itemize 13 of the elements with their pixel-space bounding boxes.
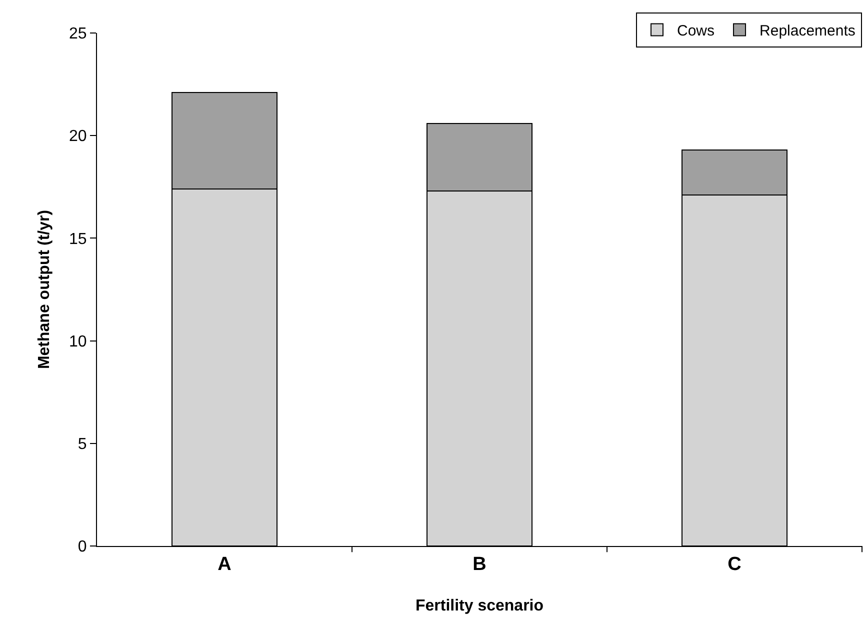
x-tick-label: C [728, 554, 742, 575]
y-tick-label: 15 [69, 230, 87, 248]
y-tick-label: 5 [78, 436, 87, 453]
y-tick-label: 20 [69, 128, 87, 146]
legend-label: Cows [677, 22, 715, 40]
y-axis-title: Methane output (t/yr) [36, 210, 53, 370]
x-tick-label: B [472, 554, 486, 575]
legend-label: Replacements [760, 22, 856, 40]
x-axis-title: Fertility scenario [415, 598, 544, 614]
y-tick-label: 10 [69, 333, 87, 350]
y-tick-label: 0 [78, 538, 87, 556]
x-tick-label: A [218, 554, 232, 575]
y-tick-label: 25 [69, 26, 87, 43]
